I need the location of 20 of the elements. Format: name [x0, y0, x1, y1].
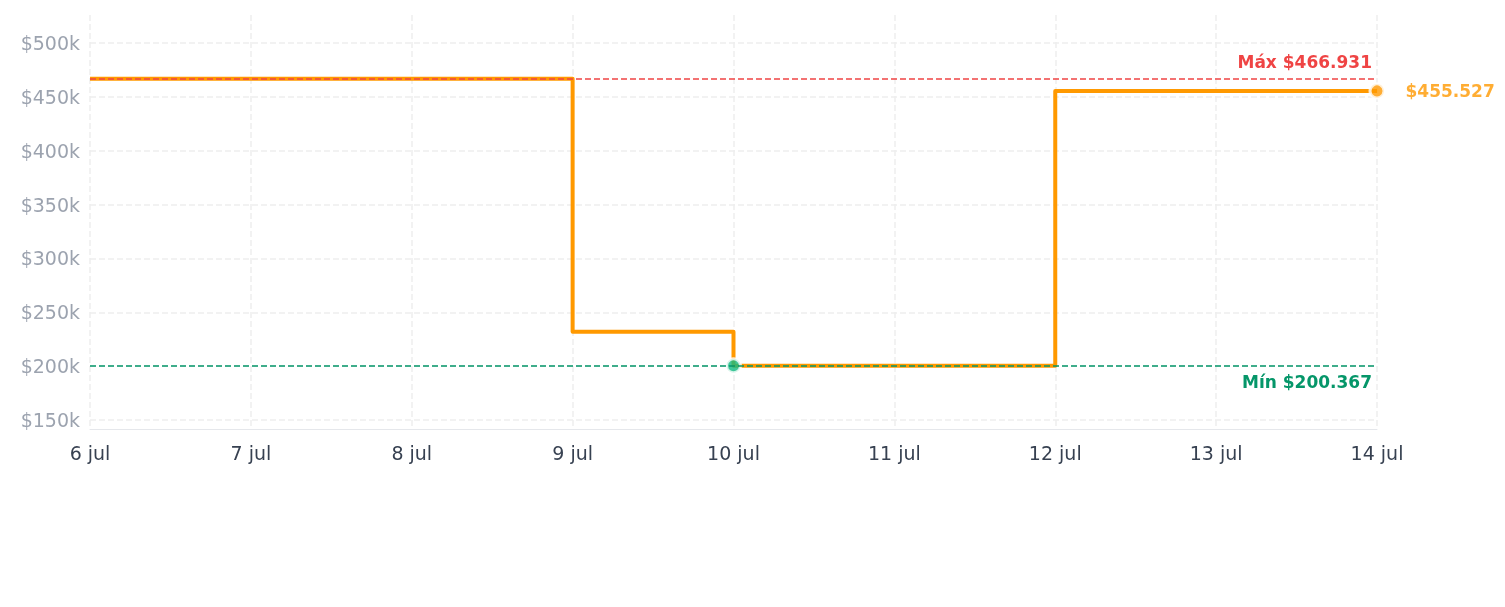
y-tick-label: $450k	[20, 85, 80, 108]
y-tick-label: $250k	[20, 301, 80, 324]
y-tick-label: $300k	[20, 247, 80, 270]
y-tick-label: $350k	[20, 193, 80, 216]
x-tick-label: 11 jul	[867, 441, 921, 464]
y-tick-label: $400k	[20, 139, 80, 162]
x-tick-label: 13 jul	[1189, 441, 1243, 464]
x-tick-label: 8 jul	[391, 441, 433, 464]
ref-line-label: Mín $200.367	[1241, 372, 1372, 393]
x-tick-label: 14 jul	[1350, 441, 1404, 464]
x-tick-label: 6 jul	[69, 441, 111, 464]
x-tick-label: 10 jul	[707, 441, 760, 464]
y-tick-label: $200k	[20, 355, 80, 378]
x-tick-label: 12 jul	[1028, 441, 1082, 464]
y-tick-label: $500k	[20, 32, 80, 55]
data-label: $455.527	[1405, 80, 1495, 101]
ref-line-label: Máx $466.931	[1237, 52, 1372, 73]
x-tick-label: 7 jul	[230, 441, 272, 464]
x-tick-label: 9 jul	[552, 441, 593, 464]
y-tick-label: $150k	[20, 409, 80, 432]
